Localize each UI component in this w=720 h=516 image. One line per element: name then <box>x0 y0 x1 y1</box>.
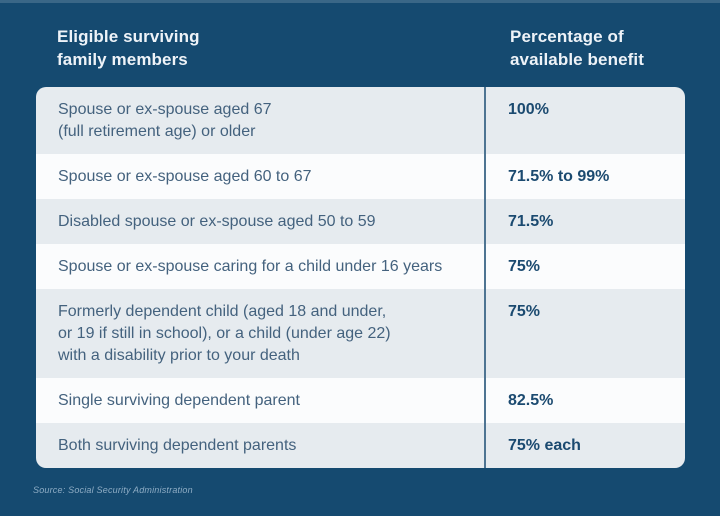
benefit-value-cell: 75% each <box>508 437 581 454</box>
family-member-cell: Disabled spouse or ex-spouse aged 50 to … <box>36 199 486 244</box>
table-row: Both surviving dependent parents 75% eac… <box>36 423 685 468</box>
benefit-value-cell: 82.5% <box>508 392 554 409</box>
family-member-cell: Single surviving dependent parent <box>36 378 486 423</box>
benefits-table: Spouse or ex-spouse aged 67 (full retire… <box>36 87 685 468</box>
table-row: Disabled spouse or ex-spouse aged 50 to … <box>36 199 685 244</box>
benefit-value-cell: 75% <box>508 258 541 275</box>
table-row: Spouse or ex-spouse aged 60 to 67 71.5% … <box>36 154 685 199</box>
benefit-value-cell: 100% <box>508 101 549 118</box>
family-member-cell: Both surviving dependent parents <box>36 423 486 468</box>
table-row: Spouse or ex-spouse aged 67 (full retire… <box>36 87 685 154</box>
benefit-value-cell: 71.5% <box>508 213 554 230</box>
family-member-cell: Spouse or ex-spouse aged 60 to 67 <box>36 154 486 199</box>
table-row: Formerly dependent child (aged 18 and un… <box>36 289 685 378</box>
column-header-family-members: Eligible surviving family members <box>57 27 200 69</box>
family-member-cell: Spouse or ex-spouse aged 67 (full retire… <box>36 87 486 154</box>
table-row: Single surviving dependent parent 82.5% <box>36 378 685 423</box>
table-row: Spouse or ex-spouse caring for a child u… <box>36 244 685 289</box>
card-top-highlight <box>0 0 720 3</box>
family-member-cell: Spouse or ex-spouse caring for a child u… <box>36 244 486 289</box>
benefit-value-cell: 75% <box>508 303 541 320</box>
column-header-benefit-percentage: Percentage of available benefit <box>510 27 644 69</box>
source-note: Source: Social Security Administration <box>33 485 193 495</box>
benefit-value-cell: 71.5% to 99% <box>508 168 610 185</box>
family-member-cell: Formerly dependent child (aged 18 and un… <box>36 289 486 378</box>
